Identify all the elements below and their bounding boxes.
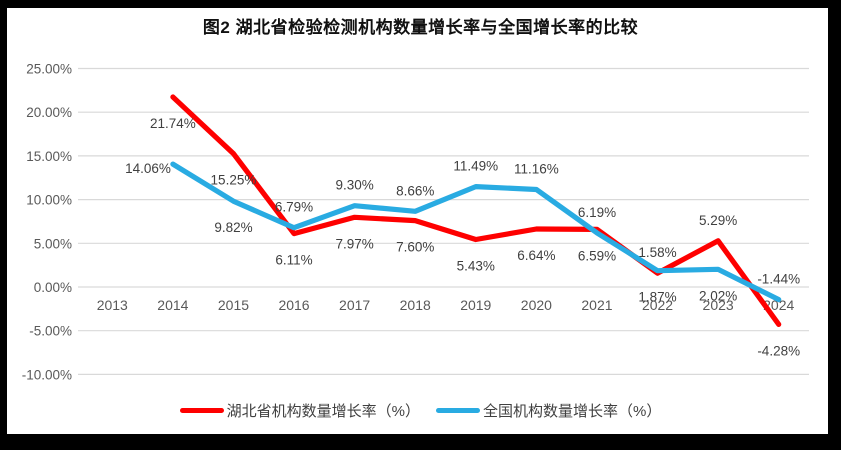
data-label: 5.43% <box>457 259 495 274</box>
x-axis-tick-label: 2013 <box>97 297 128 313</box>
x-axis-tick-label: 2021 <box>581 297 612 313</box>
data-label: 7.60% <box>396 240 434 255</box>
data-label: 5.29% <box>699 213 737 228</box>
data-label: 8.66% <box>396 183 434 198</box>
x-axis-tick-label: 2014 <box>157 297 188 313</box>
hubei-series-line <box>170 94 782 327</box>
data-label: 14.06% <box>125 161 171 176</box>
y-axis-tick-label: 0.00% <box>34 280 72 295</box>
y-axis-tick-label: 5.00% <box>34 236 72 251</box>
data-label: 11.16% <box>514 161 559 176</box>
y-axis-tick-label: -5.00% <box>29 324 72 339</box>
data-label: 21.74% <box>150 116 196 131</box>
legend-label: 全国机构数量增长率（%） <box>483 403 662 420</box>
x-axis-tick-label: 2020 <box>521 297 552 313</box>
legend-label: 湖北省机构数量增长率（%） <box>226 403 420 420</box>
y-axis-tick-label: 15.00% <box>26 149 72 164</box>
data-label: 11.49% <box>453 159 498 174</box>
x-axis-tick-label: 2016 <box>278 297 309 313</box>
y-axis-tick-label: 10.00% <box>26 193 72 208</box>
data-label: -4.28% <box>757 343 800 358</box>
data-label: 1.58% <box>638 245 676 260</box>
x-axis-tick-label: 2024 <box>763 297 794 313</box>
chart-legend: 湖北省机构数量增长率（%） 全国机构数量增长率（%） <box>0 400 841 421</box>
data-label: 6.64% <box>517 248 555 263</box>
x-axis-tick-label: 2023 <box>703 297 734 313</box>
data-label: 9.30% <box>335 178 373 193</box>
x-axis-tick-label: 2017 <box>339 297 370 313</box>
legend-line-swatch <box>436 408 480 413</box>
legend-line-swatch <box>179 408 224 413</box>
data-label: 1.87% <box>638 290 676 305</box>
data-label: 6.19% <box>578 205 616 220</box>
national-series-line <box>170 161 782 303</box>
data-label: 15.25% <box>211 173 257 188</box>
y-axis-tick-label: 25.00% <box>26 62 72 77</box>
data-label: 9.82% <box>214 220 252 235</box>
data-label: 7.97% <box>335 236 373 251</box>
x-axis-tick-label: 2019 <box>460 297 491 313</box>
data-label: 6.79% <box>275 200 313 215</box>
legend-item-national: 全国机构数量增长率（%） <box>436 400 661 421</box>
data-label: 2.02% <box>699 288 737 303</box>
data-label: -1.44% <box>757 272 800 287</box>
data-label: 6.59% <box>578 248 616 263</box>
data-label: 6.11% <box>275 253 312 268</box>
y-axis-tick-label: -10.00% <box>22 367 72 382</box>
chart-title: 图2 湖北省检验检测机构数量增长率与全国增长率的比较 <box>202 18 639 37</box>
x-axis-tick-label: 2018 <box>400 297 431 313</box>
y-axis-tick-label: 20.00% <box>26 105 72 120</box>
legend-item-hubei: 湖北省机构数量增长率（%） <box>179 400 420 421</box>
x-axis-tick-label: 2022 <box>642 297 673 313</box>
x-axis-tick-label: 2015 <box>218 297 249 313</box>
